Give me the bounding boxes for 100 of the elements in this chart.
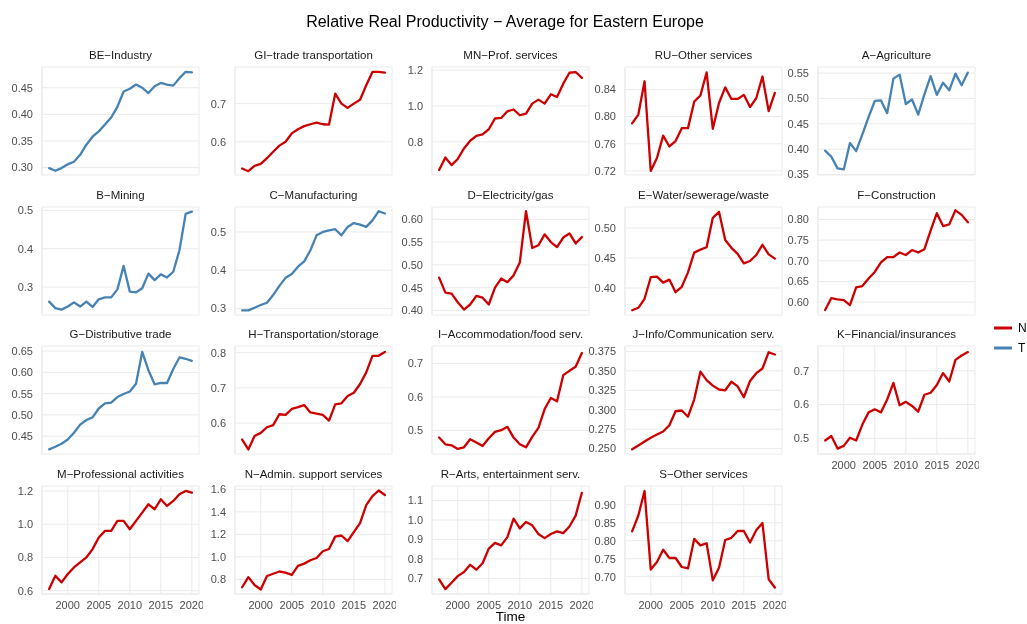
x-tick-label: 2015 bbox=[924, 459, 950, 472]
chart-title: I−Accommodation/food serv. bbox=[436, 327, 585, 343]
y-tick-label: 0.7 bbox=[407, 357, 423, 370]
y-tick-label: 0.50 bbox=[11, 409, 33, 422]
y-tick-label: 0.3 bbox=[210, 302, 226, 315]
y-tick-label: 0.325 bbox=[588, 384, 616, 397]
y-tick-label: 0.55 bbox=[401, 235, 423, 248]
y-tick-label: 0.7 bbox=[407, 572, 423, 585]
y-tick-label: 0.6 bbox=[793, 398, 809, 411]
x-tick-label: 2020 bbox=[955, 459, 981, 472]
chart-title: BE−Industry bbox=[88, 48, 153, 63]
x-tick-label: 2010 bbox=[117, 598, 143, 611]
chart-title: S−Other services bbox=[658, 467, 749, 483]
y-tick-label: 1.6 bbox=[210, 483, 226, 496]
y-tick-label: 0.55 bbox=[11, 387, 33, 400]
y-tick-label: 1.2 bbox=[407, 63, 423, 76]
line-series bbox=[630, 351, 777, 451]
x-tick-label: 2015 bbox=[341, 598, 367, 611]
y-tick-label: 0.75 bbox=[787, 233, 809, 246]
y-tick-label: 0.55 bbox=[787, 66, 809, 79]
y-tick-label: 0.8 bbox=[210, 573, 226, 586]
y-tick-label: 0.4 bbox=[210, 263, 226, 276]
chart-title: F−Construction bbox=[856, 187, 937, 203]
chart-title: K−Financial/insurances bbox=[835, 327, 958, 343]
x-tick-label: 2000 bbox=[248, 598, 273, 611]
chart-title: E−Water/sewerage/waste bbox=[637, 187, 770, 203]
x-tick-label: 2005 bbox=[279, 598, 305, 611]
x-tick-label: 2015 bbox=[731, 598, 757, 611]
y-tick-label: 0.350 bbox=[588, 365, 616, 378]
y-tick-label: 0.80 bbox=[787, 213, 809, 226]
y-tick-label: 1.4 bbox=[210, 505, 226, 518]
line-series bbox=[437, 209, 584, 311]
y-tick-label: 0.3 bbox=[17, 280, 33, 293]
line-series bbox=[630, 489, 777, 589]
y-tick-label: 0.375 bbox=[588, 345, 616, 358]
x-tick-label: 2010 bbox=[893, 459, 919, 472]
y-tick-label: 0.5 bbox=[793, 432, 809, 445]
line-series bbox=[823, 208, 970, 311]
x-tick-label: 2020 bbox=[179, 598, 205, 611]
line-series bbox=[823, 71, 970, 171]
y-tick-label: 0.50 bbox=[787, 92, 809, 105]
line-series bbox=[47, 351, 194, 451]
y-tick-label: 1.0 bbox=[210, 550, 226, 563]
y-tick-label: 0.9 bbox=[407, 533, 423, 546]
y-tick-label: 1.2 bbox=[210, 528, 226, 541]
y-tick-label: 0.45 bbox=[11, 430, 33, 443]
x-tick-label: 2005 bbox=[669, 598, 695, 611]
line-series bbox=[437, 491, 584, 591]
y-tick-label: 1.1 bbox=[407, 494, 423, 507]
x-axis-title: Time bbox=[494, 609, 527, 624]
x-tick-label: 2000 bbox=[831, 459, 856, 472]
y-tick-label: 0.40 bbox=[401, 304, 423, 317]
y-tick-label: 0.80 bbox=[594, 534, 616, 547]
y-tick-label: 0.84 bbox=[594, 83, 616, 96]
chart-title: A−Agriculture bbox=[860, 48, 933, 63]
chart-title: C−Manufacturing bbox=[268, 187, 359, 203]
y-tick-label: 0.8 bbox=[17, 551, 33, 564]
y-tick-label: 1.2 bbox=[17, 484, 33, 497]
y-tick-label: 0.35 bbox=[11, 134, 33, 147]
x-tick-label: 2010 bbox=[507, 598, 533, 611]
y-tick-label: 0.80 bbox=[594, 110, 616, 123]
y-tick-label: 0.6 bbox=[210, 135, 226, 148]
y-tick-label: 0.8 bbox=[407, 135, 423, 148]
y-tick-label: 0.5 bbox=[210, 225, 226, 238]
y-tick-label: 0.6 bbox=[210, 417, 226, 430]
y-tick-label: 0.60 bbox=[11, 366, 33, 379]
y-tick-label: 0.65 bbox=[787, 275, 809, 288]
y-tick-label: 0.4 bbox=[17, 242, 33, 255]
y-tick-label: 0.7 bbox=[793, 365, 809, 378]
line-series bbox=[437, 352, 584, 451]
y-tick-label: 0.300 bbox=[588, 404, 616, 417]
y-tick-label: 0.50 bbox=[401, 258, 423, 271]
line-series bbox=[240, 351, 387, 451]
line-series bbox=[630, 71, 777, 173]
y-tick-label: 0.45 bbox=[787, 117, 809, 130]
x-tick-label: 2010 bbox=[700, 598, 726, 611]
y-tick-label: 0.7 bbox=[210, 382, 226, 395]
chart-title: D−Electricity/gas bbox=[466, 187, 555, 203]
y-tick-label: 1.0 bbox=[17, 518, 33, 531]
x-tick-label: 2005 bbox=[476, 598, 502, 611]
chart-title: MN−Prof. services bbox=[462, 48, 559, 63]
text: Relative Real Productivity − Average for Eastern Europe bbox=[305, 13, 705, 31]
y-tick-label: 0.45 bbox=[11, 81, 33, 94]
y-tick-label: 0.35 bbox=[787, 168, 809, 181]
y-tick-label: 0.45 bbox=[401, 281, 423, 294]
x-tick-label: 2015 bbox=[148, 598, 174, 611]
x-tick-label: 2010 bbox=[310, 598, 336, 611]
line-series bbox=[47, 210, 194, 311]
x-tick-label: 2005 bbox=[862, 459, 888, 472]
y-tick-label: 0.8 bbox=[407, 552, 423, 565]
x-tick-label: 2005 bbox=[86, 598, 112, 611]
y-tick-label: 0.72 bbox=[594, 164, 616, 177]
y-tick-label: 0.8 bbox=[210, 346, 226, 359]
chart-title: J−Info/Communication serv. bbox=[631, 327, 776, 343]
x-tick-label: 2000 bbox=[55, 598, 80, 611]
y-tick-label: 0.6 bbox=[407, 391, 423, 404]
y-tick-label: 0.250 bbox=[588, 442, 616, 455]
line-series bbox=[47, 489, 194, 591]
y-tick-label: 1.0 bbox=[407, 99, 423, 112]
x-tick-label: 2020 bbox=[569, 598, 595, 611]
